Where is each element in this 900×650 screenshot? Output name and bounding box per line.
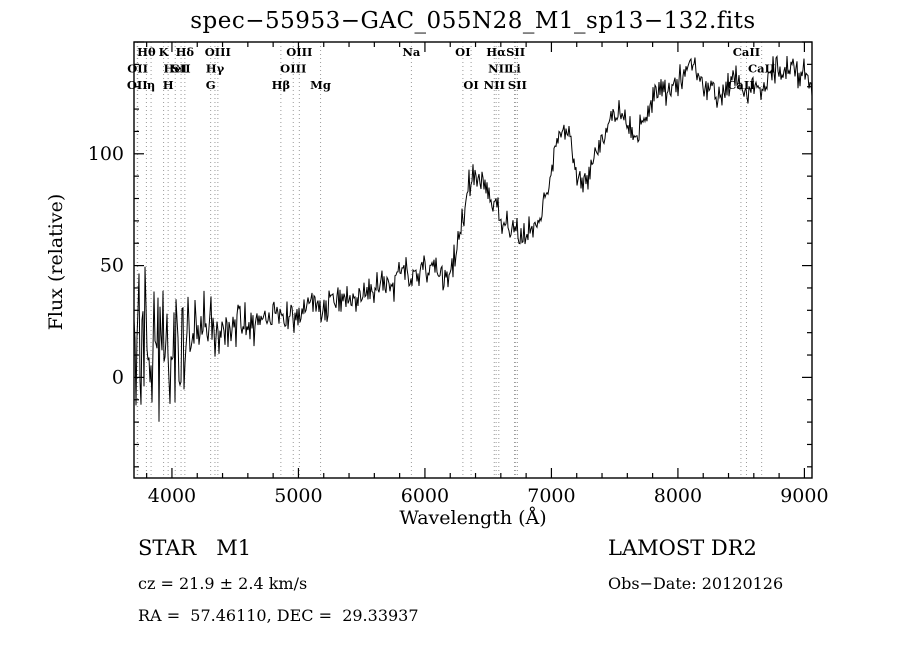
spectral-line-label: Mg bbox=[310, 78, 331, 92]
spectral-line-label: Na bbox=[402, 45, 421, 59]
spectral-line-label: Li bbox=[508, 62, 521, 76]
obs-date: Obs−Date: 20120126 bbox=[608, 574, 784, 593]
spectral-line-label: OIII bbox=[286, 45, 312, 59]
x-tick-label: 6000 bbox=[401, 485, 449, 507]
spectral-line-label: K bbox=[159, 45, 170, 59]
x-tick-label: 7000 bbox=[527, 485, 575, 507]
x-tick-label: 4000 bbox=[148, 485, 196, 507]
spectral-line-label: Hθ bbox=[137, 45, 156, 59]
spectral-line-label: SII bbox=[172, 62, 191, 76]
spectral-line-label: OI bbox=[455, 45, 470, 59]
x-tick-label: 5000 bbox=[274, 485, 322, 507]
spectral-line-label: H bbox=[163, 78, 174, 92]
spectral-line-label: Hδ bbox=[176, 45, 195, 59]
spectral-line-label: η bbox=[147, 78, 155, 92]
x-tick-label: 8000 bbox=[654, 485, 702, 507]
spectral-line-label: HeI bbox=[163, 62, 187, 76]
spectral-line-label: OI bbox=[463, 78, 478, 92]
cz-value: cz = 21.9 ± 2.4 km/s bbox=[138, 574, 308, 593]
spectral-line-label: CaII bbox=[727, 78, 754, 92]
y-tick-label: 100 bbox=[88, 143, 124, 165]
spectral-line-label: Hγ bbox=[206, 62, 225, 76]
x-tick-label: 9000 bbox=[780, 485, 828, 507]
y-tick-label: 0 bbox=[112, 366, 124, 388]
spectral-line-label: OIII bbox=[205, 45, 231, 59]
spectral-line-label: NII bbox=[488, 62, 509, 76]
spectrum-trace bbox=[133, 54, 813, 422]
survey-label: LAMOST DR2 bbox=[608, 536, 757, 560]
plot-title: spec−55953−GAC_055N28_M1_sp13−132.fits bbox=[190, 8, 756, 34]
spectral-line-label: G bbox=[206, 78, 216, 92]
spectral-line-label: SII bbox=[508, 78, 527, 92]
spectral-line-label: SII bbox=[506, 45, 525, 59]
x-axis-label: Wavelength (Å) bbox=[399, 507, 546, 529]
spectral-line-label: CaII bbox=[733, 45, 760, 59]
spectral-line-label: Hβ bbox=[272, 78, 291, 92]
plot-frame bbox=[133, 41, 813, 479]
spectral-line-label: OIII bbox=[280, 62, 306, 76]
spectral-line-label: OII bbox=[127, 62, 148, 76]
object-type-label: STAR M1 bbox=[138, 536, 252, 560]
spectral-line-label: OII bbox=[127, 78, 148, 92]
y-axis-label: Flux (relative) bbox=[45, 194, 67, 331]
spectral-line-label: Hα bbox=[486, 45, 506, 59]
spectral-line-label: CaII bbox=[748, 62, 775, 76]
ra-dec: RA = 57.46110, DEC = 29.33937 bbox=[138, 606, 419, 625]
y-tick-label: 50 bbox=[100, 255, 124, 277]
spectral-line-label: NII bbox=[484, 78, 505, 92]
